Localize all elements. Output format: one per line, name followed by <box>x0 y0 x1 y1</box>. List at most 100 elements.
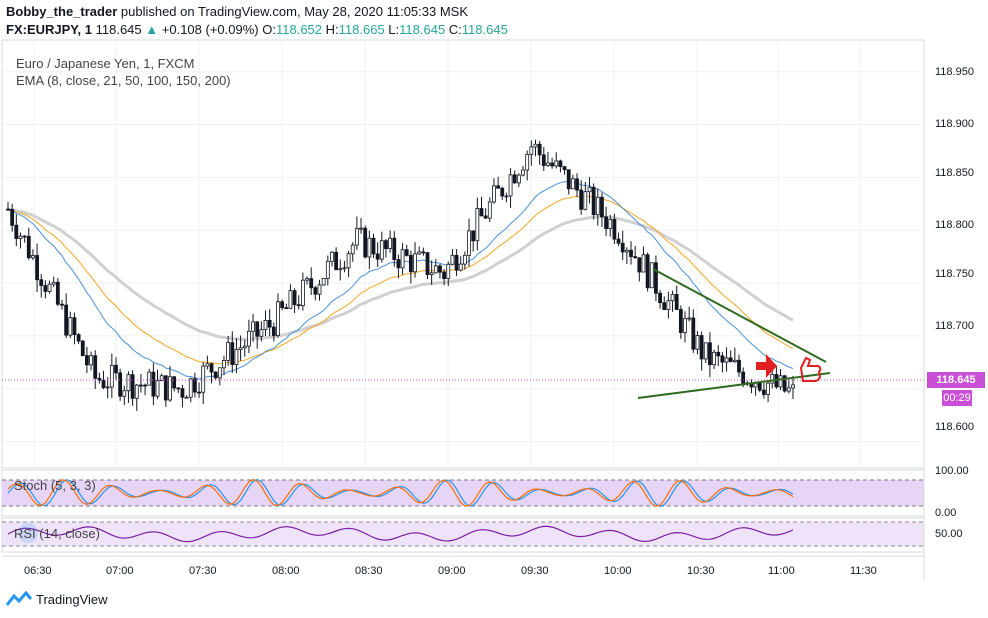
candle-body <box>384 240 388 250</box>
candle-body <box>31 255 35 259</box>
candle-body <box>68 317 73 336</box>
ema-legend[interactable]: EMA (8, close, 21, 50, 100, 150, 200) <box>16 73 231 88</box>
close-value: 118.645 <box>461 22 508 37</box>
main-pane[interactable] <box>1 39 925 469</box>
tradingview-logo[interactable]: TradingView <box>6 591 108 607</box>
time-tick-7: 10:00 <box>604 565 632 577</box>
candle-body <box>579 189 584 210</box>
candle-body <box>786 387 791 392</box>
candle-body <box>309 278 314 289</box>
candle-body <box>691 317 696 350</box>
candle-body <box>155 380 160 397</box>
thumbs-up-icon <box>799 356 822 383</box>
countdown-tag: 00:29 <box>942 390 972 406</box>
candle-body <box>234 349 239 365</box>
candle-body <box>600 196 604 218</box>
open-value: 118.652 <box>275 22 323 37</box>
candle-body <box>546 162 550 166</box>
candle-body <box>242 345 247 349</box>
price-tick-0: 118.950 <box>935 66 974 78</box>
candle-body <box>454 254 459 271</box>
author-name[interactable]: Bobby_the_trader <box>6 4 118 19</box>
published-text: published on TradingView.com, May 28, 20… <box>120 4 469 19</box>
candle-body <box>172 376 177 389</box>
candle-body <box>122 390 127 397</box>
instrument-legend[interactable]: Euro / Japanese Yen, 1, FXCM <box>16 56 195 71</box>
candle-body <box>712 351 716 366</box>
candle-body <box>163 375 168 401</box>
candle-body <box>724 357 729 363</box>
candle-body <box>662 302 667 310</box>
candle-body <box>595 196 600 216</box>
candle-body <box>467 230 471 256</box>
candle-body <box>188 378 193 398</box>
rsi-legend[interactable]: RSI (14, close) <box>14 526 100 541</box>
candle-body <box>525 154 530 171</box>
time-tick-5: 09:00 <box>438 565 466 577</box>
stoch-tick-100: 100.00 <box>935 465 969 477</box>
candle-body <box>641 254 646 273</box>
price-tick-4: 118.750 <box>935 268 974 280</box>
candle-body <box>180 388 185 398</box>
candle-body <box>737 359 741 373</box>
candle-body <box>541 154 546 166</box>
candle-body <box>209 363 214 373</box>
time-tick-8: 10:30 <box>687 565 715 577</box>
candle-body <box>537 143 542 156</box>
up-arrow-icon: ▲ <box>145 22 159 37</box>
triangle-upper-line[interactable] <box>652 268 827 363</box>
candle-body <box>521 169 525 176</box>
candle-body <box>205 363 210 367</box>
candle-body <box>292 290 297 306</box>
candle-body <box>168 376 172 401</box>
candle-body <box>583 191 588 210</box>
candle-body <box>201 365 206 393</box>
candle-body <box>76 334 81 342</box>
candle-body <box>699 335 704 360</box>
candle-body <box>649 262 654 289</box>
candle-body <box>105 386 110 389</box>
candle-body <box>43 285 48 292</box>
candle-body <box>375 253 380 260</box>
candle-body <box>280 301 285 309</box>
candle-body <box>193 378 197 393</box>
candle-body <box>558 160 563 168</box>
candle-body <box>446 263 451 279</box>
candle-body <box>479 208 484 217</box>
candle-body <box>732 359 737 363</box>
candle-body <box>313 287 318 295</box>
candle-body <box>18 235 23 239</box>
candle-body <box>388 237 393 250</box>
candle-body <box>666 300 671 310</box>
stoch-lines <box>7 478 794 508</box>
candle-body <box>408 255 413 273</box>
candle-body <box>267 320 272 328</box>
candle-body <box>325 260 330 279</box>
candle-body <box>222 360 226 369</box>
triangle-lower-line[interactable] <box>637 372 831 399</box>
candle-body <box>55 281 60 305</box>
candle-body <box>226 342 231 361</box>
candle-body <box>338 268 343 271</box>
stoch-legend[interactable]: Stoch (5, 3, 3) <box>14 478 96 493</box>
candle-body <box>371 237 376 255</box>
stoch-tick-0: 0.00 <box>935 507 956 519</box>
rsi-marker-icon <box>18 523 38 543</box>
ema-lines <box>7 181 794 380</box>
candle-body <box>508 174 513 197</box>
candle-body <box>425 252 430 275</box>
last-price: 118.645 <box>95 22 142 37</box>
candle-body <box>562 166 567 171</box>
ema-slow-line <box>7 207 794 342</box>
candle-body <box>533 143 538 148</box>
candle-body <box>678 309 683 333</box>
candle-body <box>276 301 280 336</box>
candle-body <box>363 227 368 258</box>
candle-body <box>26 235 31 259</box>
candle-body <box>400 249 405 269</box>
red-arrow-icon <box>756 354 777 378</box>
candle-body <box>442 271 447 279</box>
candle-body <box>645 254 650 289</box>
candle-body <box>658 292 662 304</box>
